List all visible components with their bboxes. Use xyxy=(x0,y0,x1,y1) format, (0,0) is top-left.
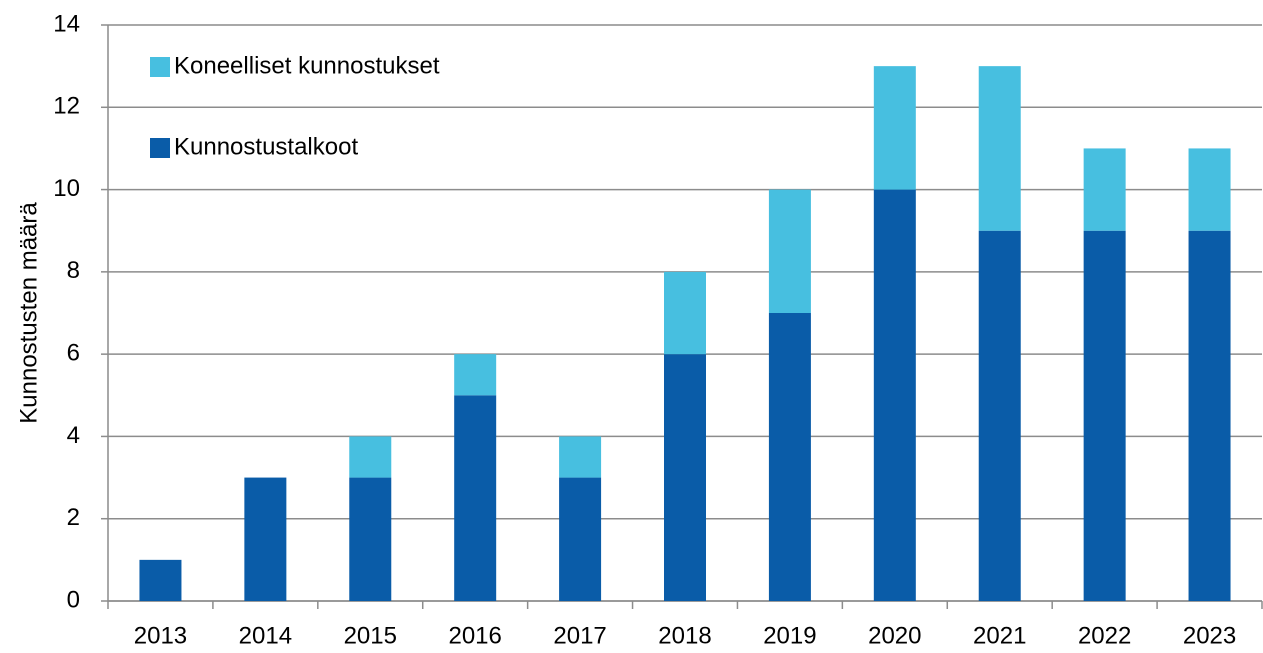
y-tick-label: 12 xyxy=(53,93,80,120)
y-axis-label: Kunnostusten määrä xyxy=(15,202,42,424)
x-tick-label: 2021 xyxy=(973,622,1026,649)
y-tick-label: 14 xyxy=(53,10,80,37)
x-tick-label: 2017 xyxy=(553,622,606,649)
y-tick-label: 4 xyxy=(67,422,80,449)
x-tick-label: 2023 xyxy=(1183,622,1236,649)
bar-segment xyxy=(244,477,287,601)
x-tick-label: 2019 xyxy=(763,622,816,649)
y-tick-label: 2 xyxy=(67,504,80,531)
legend-label: Koneelliset kunnostukset xyxy=(174,52,440,79)
bar-segment xyxy=(349,477,392,601)
bar-segment xyxy=(1188,230,1231,601)
bar-segment xyxy=(978,66,1021,231)
x-tick-label: 2016 xyxy=(448,622,501,649)
bar-segment xyxy=(768,189,811,313)
x-tick-label: 2020 xyxy=(868,622,921,649)
bar-segment xyxy=(454,395,497,601)
bar-segment xyxy=(664,354,706,601)
bar-segment xyxy=(559,436,602,478)
bar-segment xyxy=(978,230,1021,601)
x-tick-label: 2015 xyxy=(344,622,397,649)
x-tick-label: 2014 xyxy=(239,622,292,649)
y-tick-label: 10 xyxy=(53,175,80,202)
bar-segment xyxy=(349,436,392,478)
x-tick-label: 2013 xyxy=(134,622,187,649)
x-tick-label: 2018 xyxy=(658,622,711,649)
bar-segment xyxy=(768,313,811,601)
legend-label: Kunnostustalkoot xyxy=(174,133,358,160)
legend-swatch xyxy=(150,138,170,158)
bar-segment xyxy=(664,271,706,355)
y-tick-label: 6 xyxy=(67,339,80,366)
bar-segment xyxy=(454,354,497,396)
bar-segment xyxy=(139,559,182,601)
y-tick-label: 0 xyxy=(67,586,80,613)
bar-segment xyxy=(873,189,916,602)
legend-swatch xyxy=(150,57,170,77)
y-tick-label: 8 xyxy=(67,257,80,284)
bar-segment xyxy=(559,477,602,601)
bar-segment xyxy=(873,66,916,190)
bar-segment xyxy=(1083,230,1126,601)
bar-segment xyxy=(1188,148,1231,231)
bar-segment xyxy=(1083,148,1126,231)
x-tick-label: 2022 xyxy=(1078,622,1131,649)
